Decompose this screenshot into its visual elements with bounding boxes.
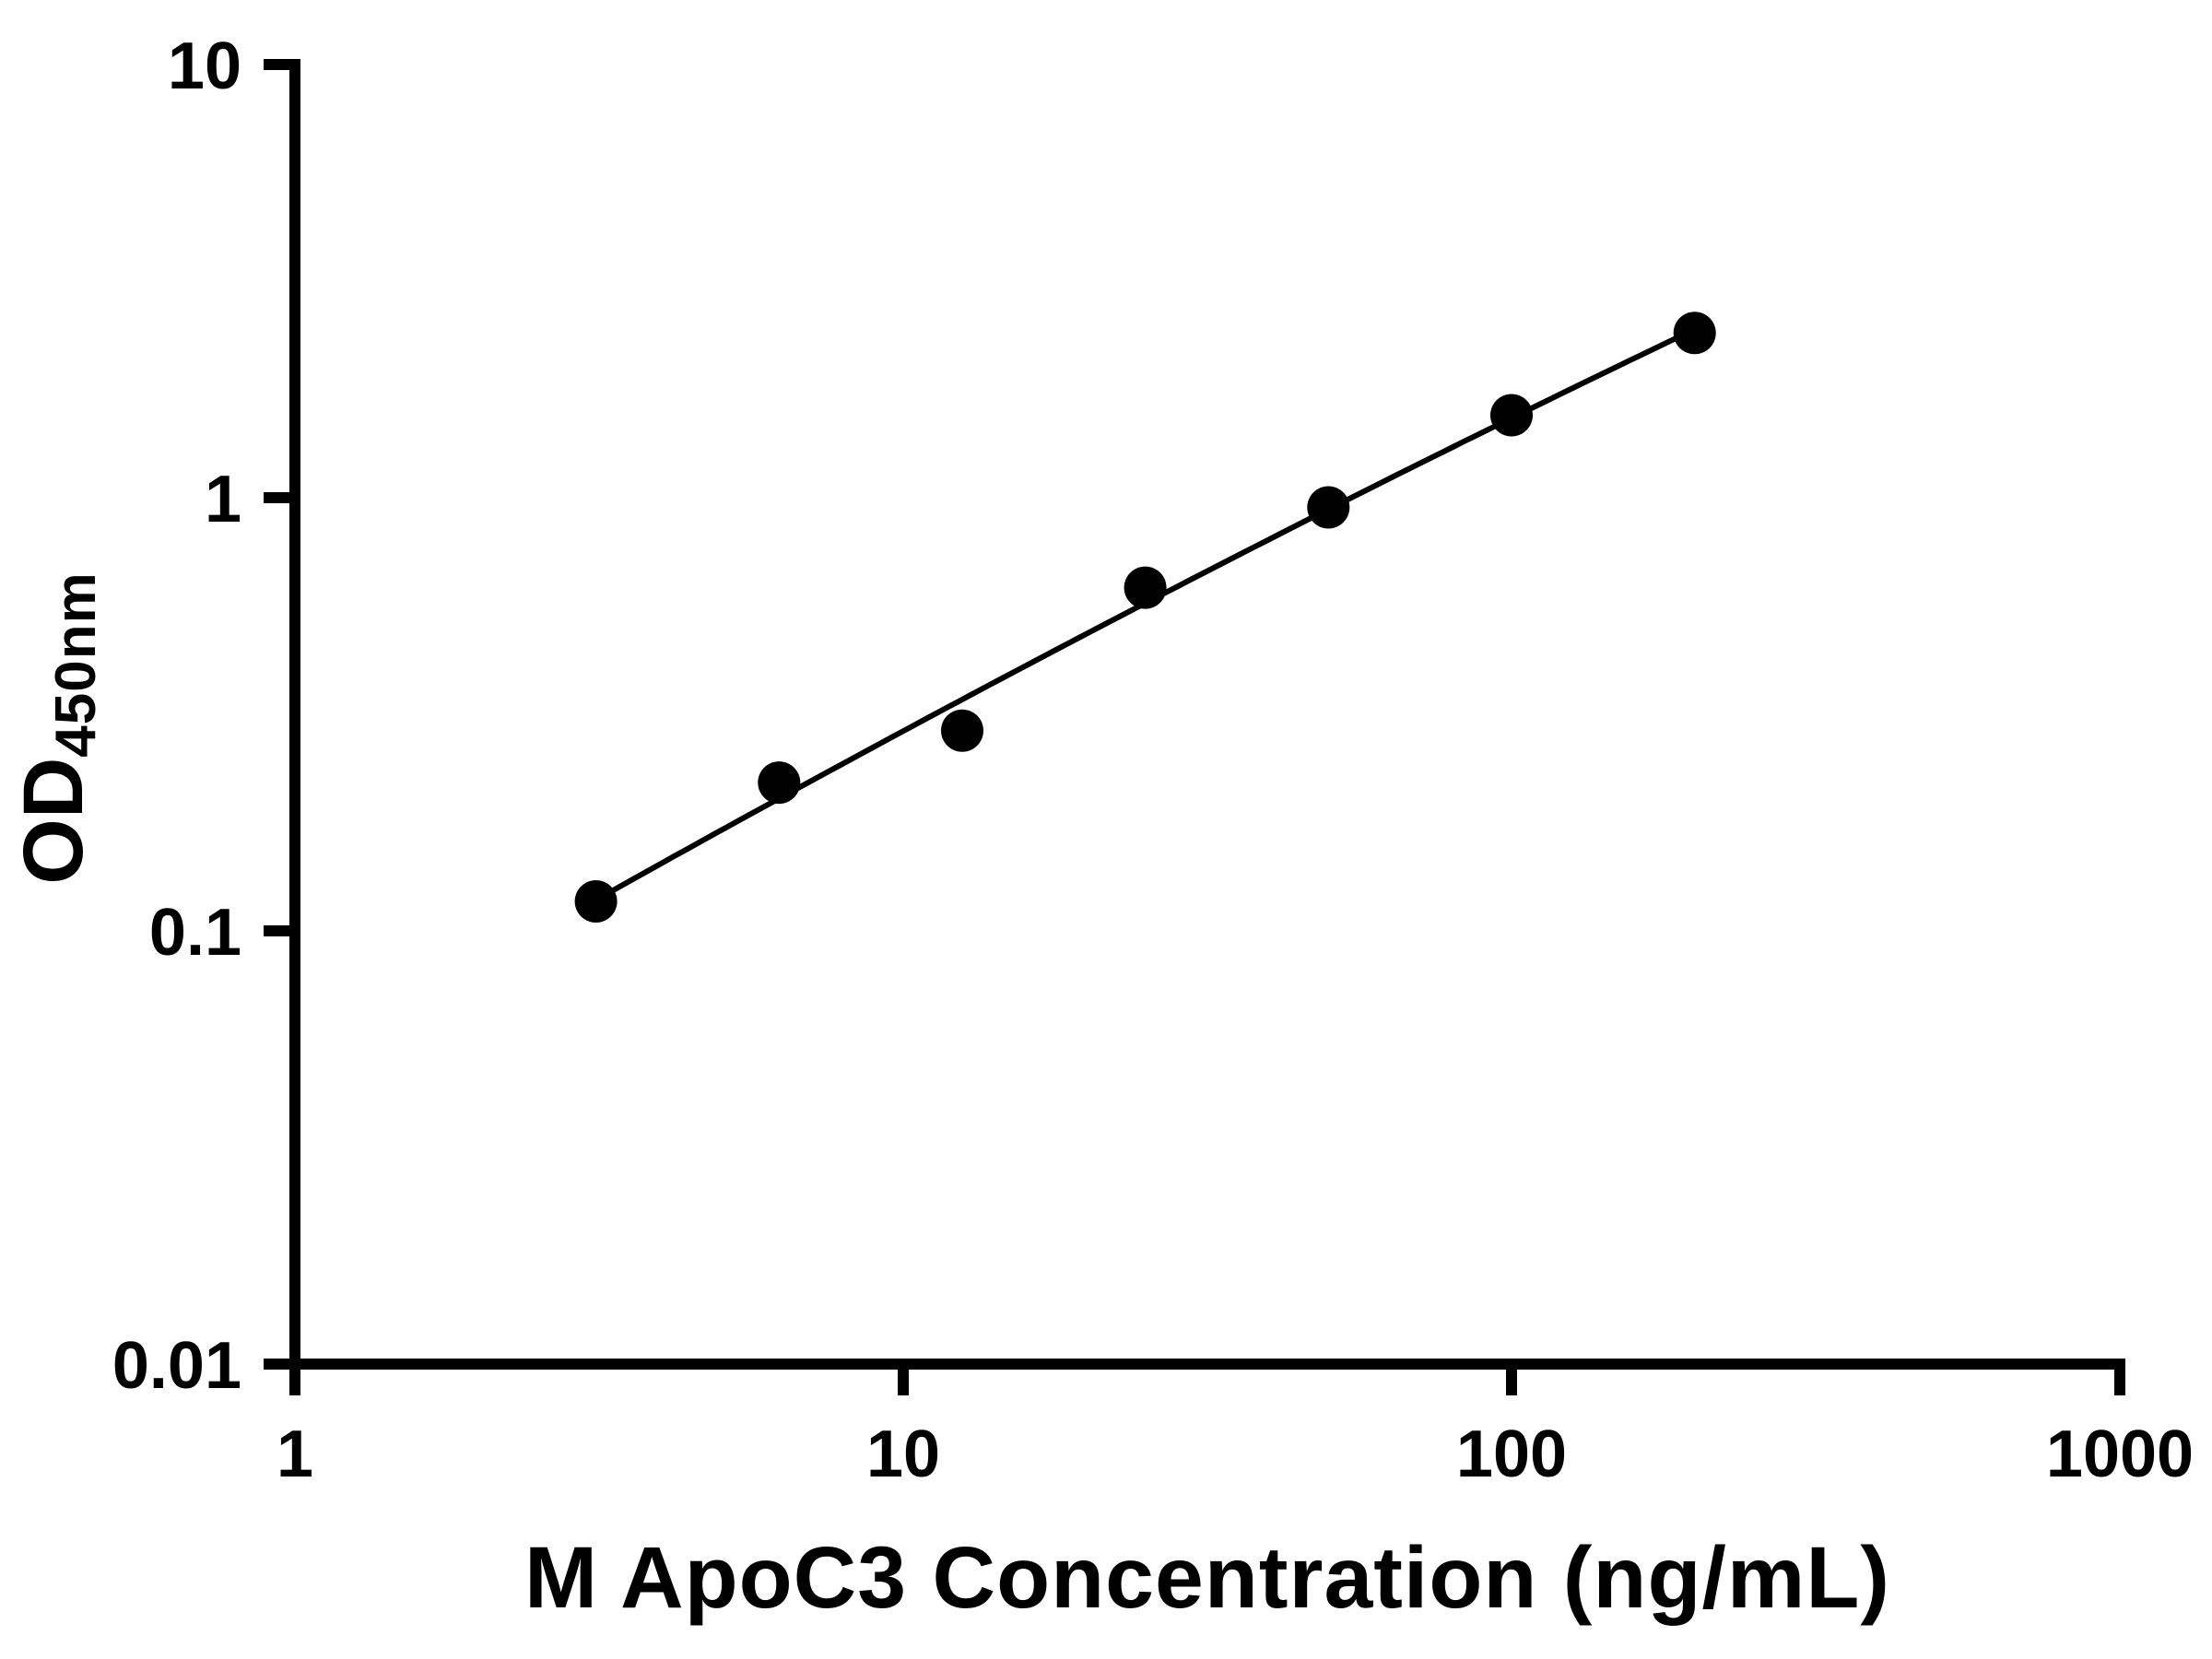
data-point: [941, 709, 983, 752]
y-axis-tick-label: 10: [168, 29, 241, 103]
x-axis-tick-label: 1: [276, 1418, 313, 1491]
y-axis-tick-label: 1: [205, 463, 241, 536]
data-point: [1673, 312, 1716, 355]
y-axis-title: OD450nm: [6, 571, 109, 884]
y-axis-tick-label: 0.1: [149, 896, 241, 970]
y-axis-tick-label: 0.01: [112, 1329, 241, 1403]
data-point: [1307, 486, 1350, 529]
x-axis-tick-label: 1000: [2046, 1418, 2194, 1491]
data-point: [1490, 394, 1533, 437]
y-axis-title-subscript: 450nm: [44, 571, 108, 758]
data-point: [758, 761, 801, 805]
y-axis-title-main: OD: [6, 757, 100, 885]
x-axis-tick-label: 100: [1456, 1418, 1567, 1491]
data-point: [1124, 566, 1167, 609]
axis-spines: [289, 59, 2125, 1370]
data-point: [574, 880, 618, 923]
x-axis-title: M ApoC3 Concentration (ng/mL): [524, 1529, 1891, 1627]
x-axis-tick-label: 10: [866, 1418, 940, 1491]
